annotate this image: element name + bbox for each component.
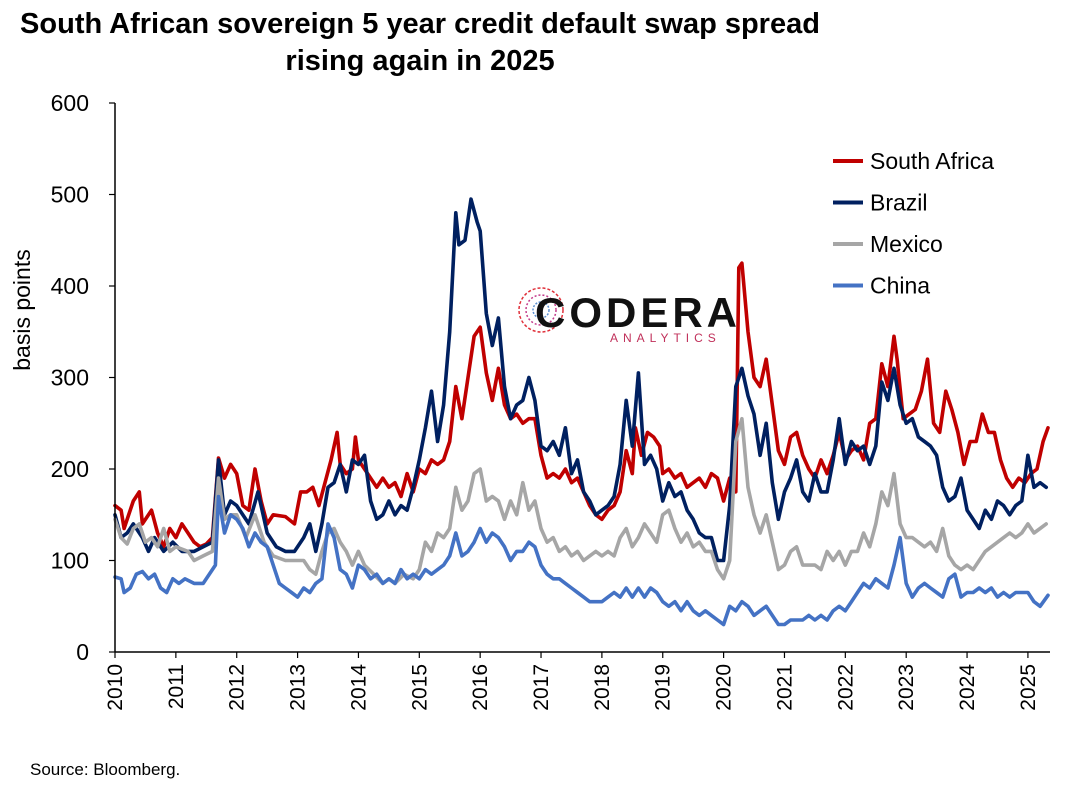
x-tick-label: 2023 xyxy=(895,664,918,711)
x-tick-label: 2012 xyxy=(226,664,249,711)
y-tick-label: 500 xyxy=(51,182,89,208)
x-tick-label: 2014 xyxy=(347,664,370,711)
series-line-china xyxy=(113,494,1050,627)
chart-title-line-2: rising again in 2025 xyxy=(285,45,555,77)
legend-label-brazil: Brazil xyxy=(870,190,928,216)
series-line-brazil xyxy=(113,197,1048,563)
series-line-mexico xyxy=(113,416,1048,586)
x-tick-label: 2016 xyxy=(469,664,492,711)
analytics-logo-text: ANALYTICS xyxy=(610,331,721,345)
y-tick-label: 300 xyxy=(51,365,89,391)
x-tick-label: 2011 xyxy=(165,664,188,709)
x-tick-label: 2022 xyxy=(834,664,857,711)
codera-logo-mark-icon xyxy=(518,287,564,333)
x-tick-label: 2021 xyxy=(773,664,796,711)
y-axis-label: basis points xyxy=(9,249,35,370)
x-tick-label: 2025 xyxy=(1017,664,1040,711)
y-tick-label: 400 xyxy=(51,273,89,299)
source-note: Source: Bloomberg. xyxy=(30,760,181,779)
codera-logo-text: CODERA xyxy=(535,289,741,336)
y-tick-label: 100 xyxy=(51,548,89,574)
x-tick-label: 2020 xyxy=(713,664,736,711)
x-tick-label: 2017 xyxy=(530,664,553,711)
legend-label-mexico: Mexico xyxy=(870,231,943,257)
y-tick-label: 600 xyxy=(51,90,89,116)
chart-title: South African sovereign 5 year credit de… xyxy=(0,6,840,80)
y-tick-label: 200 xyxy=(51,456,89,482)
chart-title-line-1: South African sovereign 5 year credit de… xyxy=(20,8,820,40)
x-tick-label: 2010 xyxy=(104,664,127,711)
x-tick-label: 2018 xyxy=(591,664,614,711)
y-tick-label: 0 xyxy=(76,639,89,665)
codera-analytics-logo: CODERA ANALYTICS xyxy=(518,287,741,345)
x-tick-label: 2024 xyxy=(956,664,979,711)
x-tick-label: 2019 xyxy=(652,664,675,711)
x-tick-label: 2013 xyxy=(287,664,310,711)
legend: South Africa Brazil Mexico China xyxy=(833,148,994,299)
x-tick-label: 2015 xyxy=(408,664,431,711)
legend-label-south-africa: South Africa xyxy=(870,148,994,174)
legend-label-china: China xyxy=(870,273,930,299)
